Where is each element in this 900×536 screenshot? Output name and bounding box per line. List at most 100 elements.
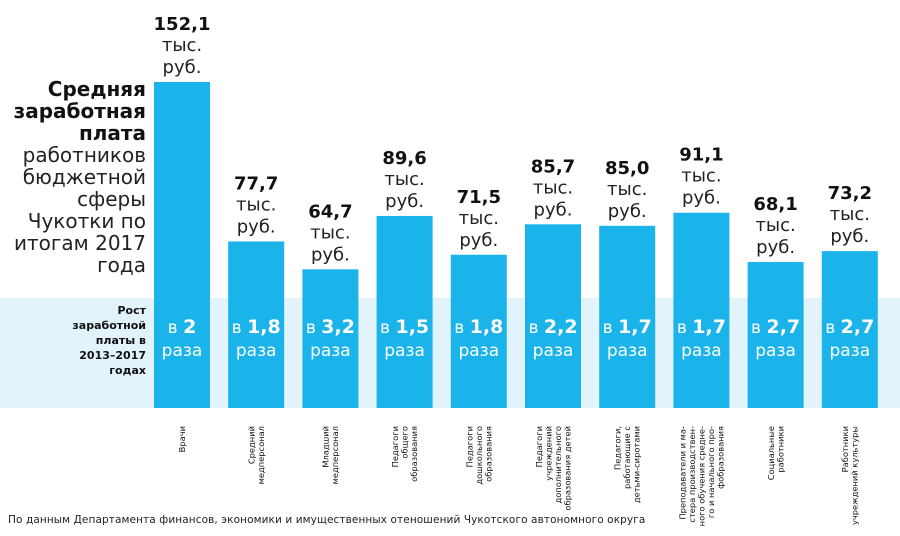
category-label-7-2: работающие с	[622, 426, 632, 489]
unit-label-6-1: тыс.	[533, 177, 573, 198]
growth-suffix-4: раза	[384, 341, 425, 361]
category-label-1-1: Врачи	[177, 426, 187, 452]
bar-8	[673, 212, 730, 408]
growth-value-10: 2,7	[841, 316, 875, 338]
growth-value-1: 2	[183, 316, 196, 338]
growth-label-8: в 1,7	[677, 316, 726, 338]
growth-value-9: 2,7	[766, 316, 800, 338]
category-label-4-3: образования	[409, 426, 419, 482]
growth-label-2: в 1,8	[232, 316, 281, 338]
growth-suffix-1: раза	[162, 341, 203, 361]
category-label-6-3: дополнительного	[553, 426, 563, 504]
chart-title: Средняя заработная плата работников бюдж…	[0, 78, 146, 276]
growth-suffix-10: раза	[829, 341, 870, 361]
title-line-8: итогам 2017	[14, 231, 146, 255]
growth-label-5: в 1,8	[454, 316, 503, 338]
unit-label-4-2: руб.	[385, 191, 424, 212]
growth-label-1: в 2	[168, 316, 197, 338]
growth-prefix-10: в	[825, 318, 840, 338]
growth-suffix-3: раза	[310, 341, 351, 361]
category-label-6-1: Педагоги	[534, 426, 544, 467]
category-label-2-1: Средний	[246, 426, 256, 464]
category-label-4-2: общего	[400, 426, 410, 459]
unit-label-1-1: тыс.	[162, 35, 202, 56]
bar-6	[525, 224, 581, 408]
growth-label-line-2: заработной	[72, 319, 146, 332]
growth-value-4: 1,5	[395, 316, 429, 338]
value-label-4: 89,6	[382, 148, 426, 169]
growth-label-line-3: платы в	[95, 334, 146, 347]
category-label-3-2: медперсонал	[330, 426, 340, 484]
category-label-8-3: ного обучения средне-	[696, 426, 706, 526]
title-bold-line-1: Средняя	[47, 77, 146, 101]
unit-label-8-2: руб.	[682, 188, 721, 209]
unit-label-2-2: руб.	[237, 216, 276, 237]
category-label-8-5: фобразования	[715, 426, 725, 489]
growth-suffix-7: раза	[607, 341, 648, 361]
growth-suffix-5: раза	[458, 341, 499, 361]
bar-2	[228, 241, 285, 408]
value-label-10: 73,2	[828, 183, 872, 204]
category-label-3-1: Младший	[321, 426, 331, 468]
value-label-7: 85,0	[605, 158, 649, 179]
growth-label-7: в 1,7	[603, 316, 652, 338]
category-label-6-4: образования детей	[562, 426, 572, 511]
category-label-9-1: Социальные	[766, 426, 776, 480]
category-label-4-1: Педагоги	[390, 426, 400, 467]
value-label-6: 85,7	[531, 156, 575, 177]
value-label-1: 152,1	[154, 14, 211, 35]
growth-suffix-9: раза	[755, 341, 796, 361]
unit-label-7-2: руб.	[608, 201, 647, 222]
title-line-6: сферы	[77, 187, 146, 211]
bar-9	[747, 262, 804, 408]
bar-1	[154, 82, 210, 408]
unit-label-6-2: руб.	[534, 199, 573, 220]
title-line-4: работников	[22, 143, 146, 167]
unit-label-9-2: руб.	[756, 237, 795, 258]
growth-label-10: в 2,7	[825, 316, 874, 338]
category-label-6-2: учреждений	[543, 426, 553, 481]
growth-prefix-2: в	[232, 318, 247, 338]
unit-label-4-1: тыс.	[384, 169, 424, 190]
growth-label-9: в 2,7	[751, 316, 800, 338]
unit-label-3-2: руб.	[311, 244, 350, 265]
category-label-2-2: медперсонал	[256, 426, 266, 484]
title-bold-line-3: плата	[78, 121, 146, 145]
growth-prefix-6: в	[528, 318, 543, 338]
growth-prefix-8: в	[677, 318, 692, 338]
growth-label-line-4: 2013–2017	[79, 349, 146, 362]
value-label-8: 91,1	[679, 145, 723, 166]
category-label-5-1: Педагоги	[464, 426, 474, 467]
unit-label-5-2: руб.	[459, 230, 498, 251]
growth-value-2: 1,8	[247, 316, 281, 338]
growth-suffix-8: раза	[681, 341, 722, 361]
value-label-2: 77,7	[234, 173, 278, 194]
category-label-8-2: стера производствен-	[687, 426, 697, 523]
source-note: По данным Департамента финансов, экономи…	[8, 514, 646, 526]
growth-label-line-1: Рост	[117, 304, 146, 317]
title-line-5: бюджетной	[22, 165, 146, 189]
bar-5	[450, 254, 507, 408]
category-label-8-1: Преподаватели и ма-	[677, 426, 687, 520]
title-bold-line-2: заработная	[13, 99, 146, 123]
growth-value-6: 2,2	[544, 316, 578, 338]
category-label-9-2: работники	[775, 426, 785, 473]
unit-label-5-1: тыс.	[459, 208, 499, 229]
category-label-7-3: детьми-сиротами	[632, 426, 642, 503]
category-label-5-3: образования	[483, 426, 493, 482]
category-label-10-2: учреждений культуры	[850, 426, 860, 525]
value-label-3: 64,7	[308, 201, 352, 222]
category-label-7-1: Педагоги,	[613, 426, 623, 470]
growth-prefix-3: в	[306, 318, 321, 338]
growth-value-3: 3,2	[321, 316, 355, 338]
bar-3	[302, 269, 359, 408]
unit-label-10-1: тыс.	[830, 204, 870, 225]
